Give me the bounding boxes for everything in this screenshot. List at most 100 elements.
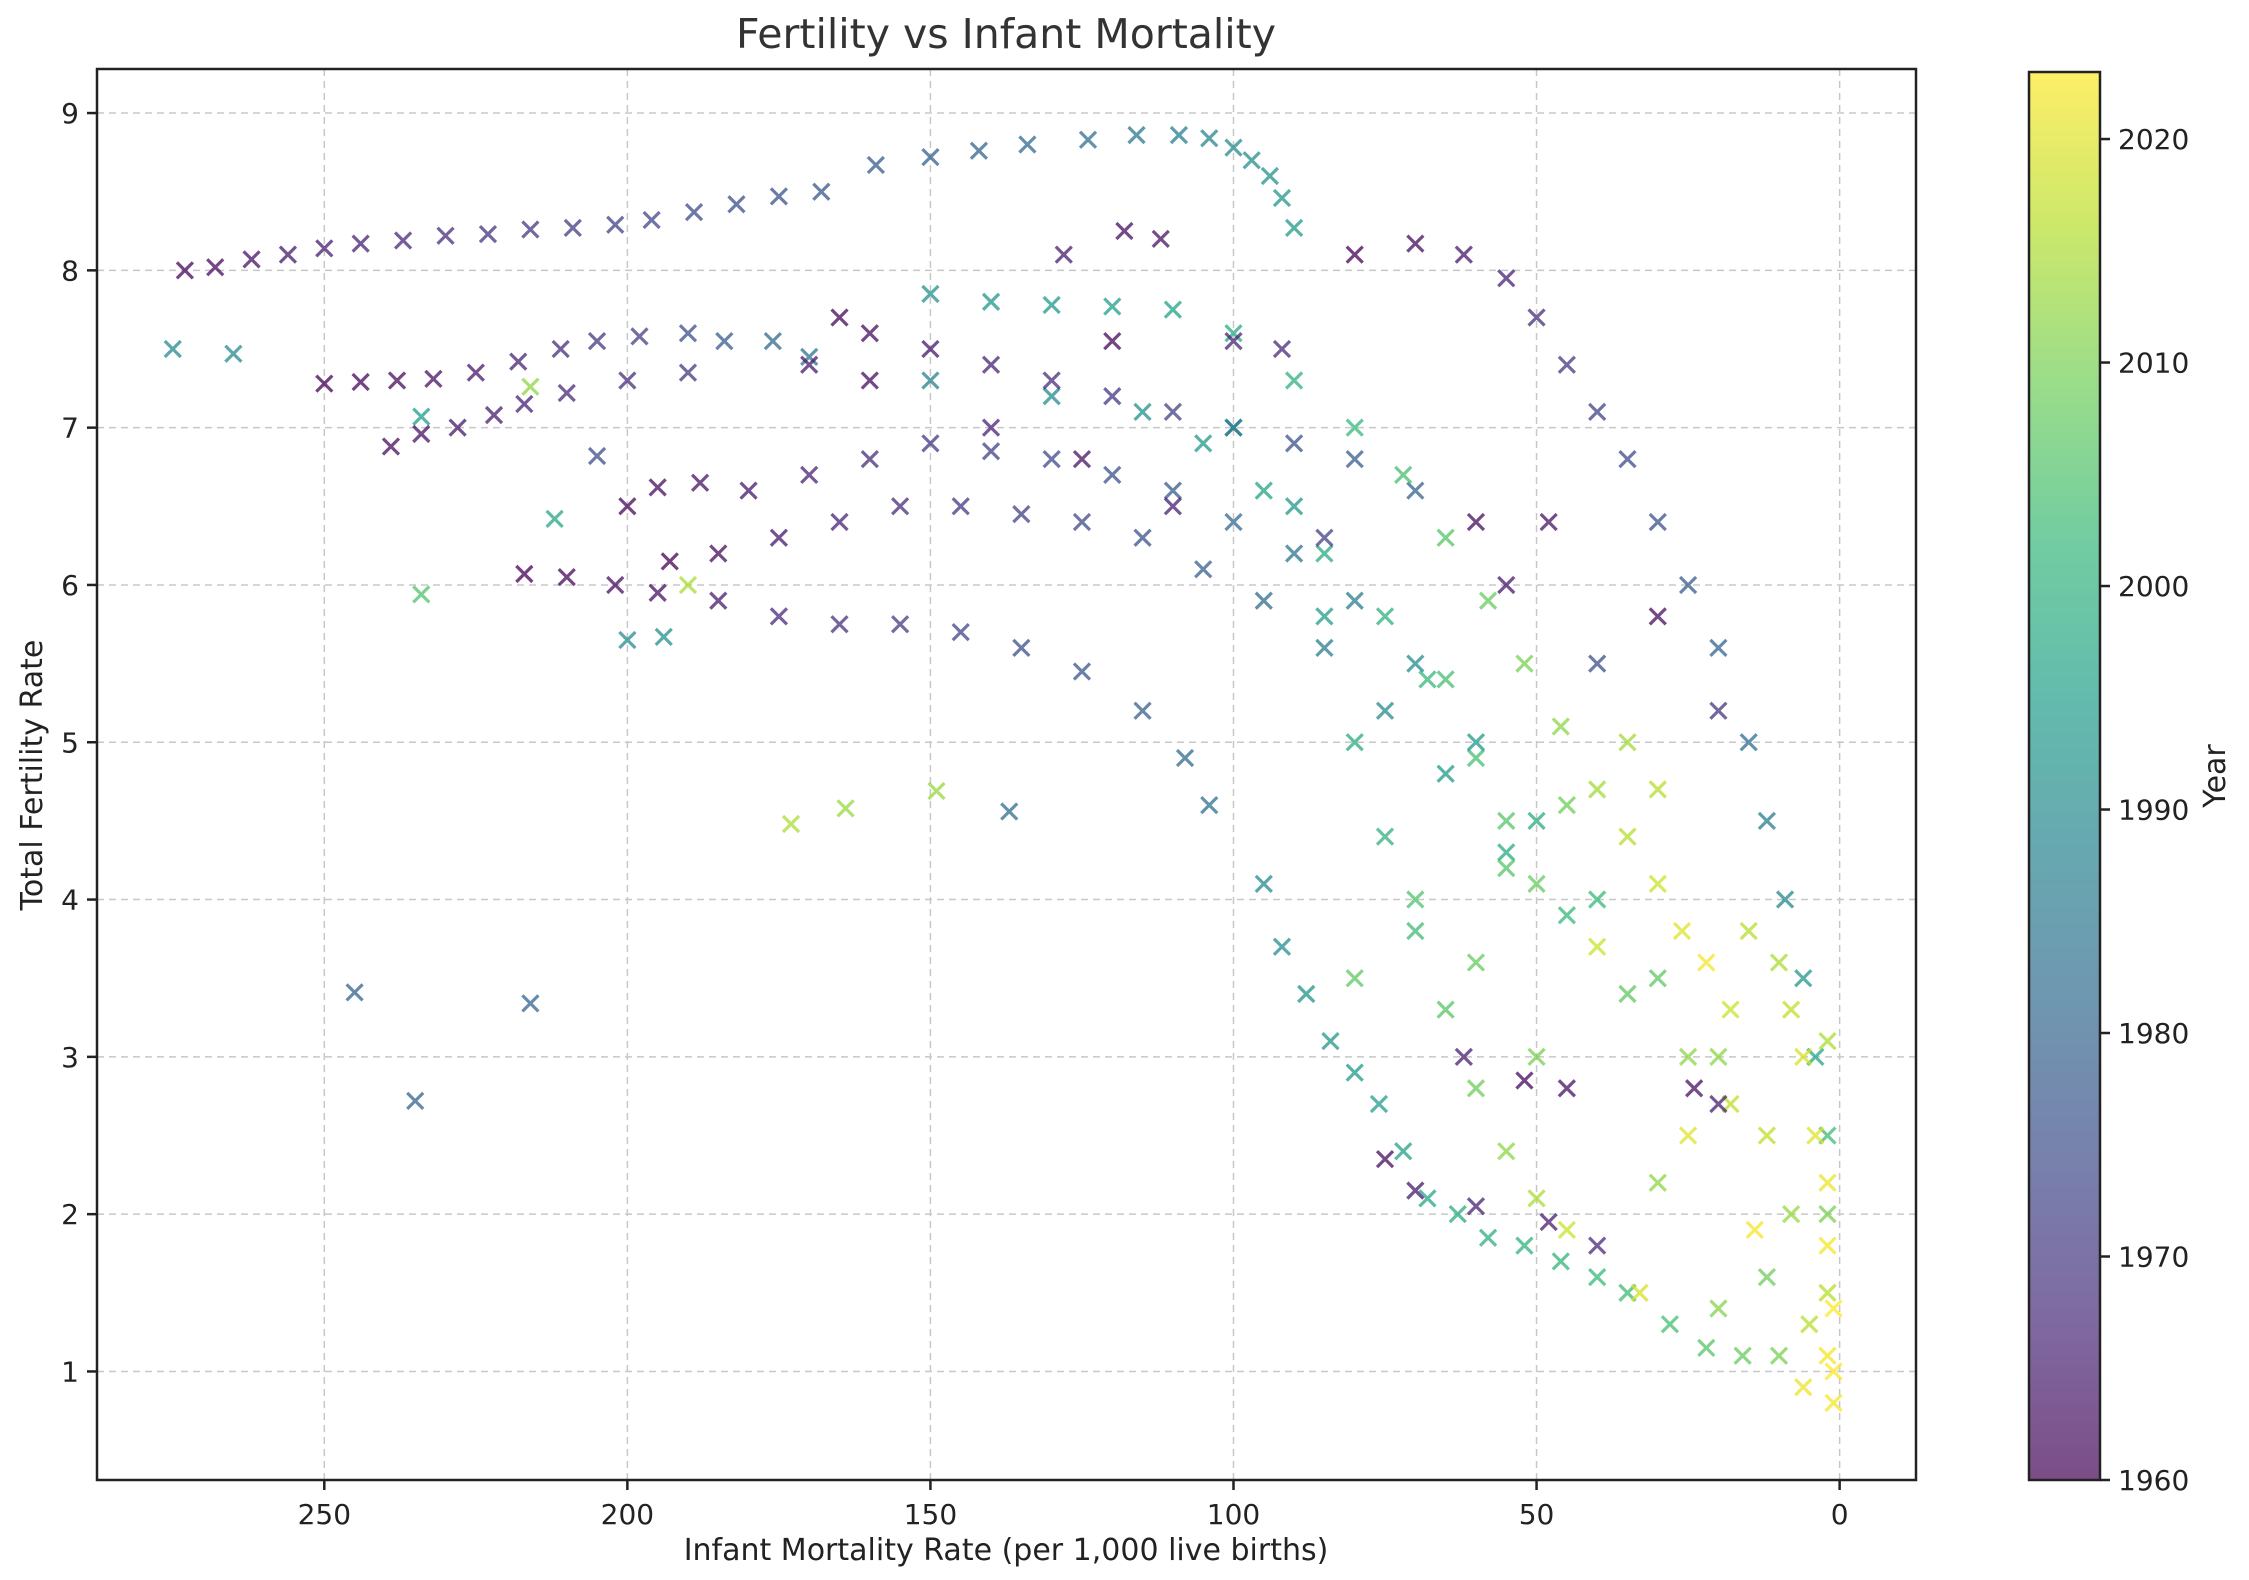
data-point: [1497, 843, 1516, 862]
data-point: [1678, 1126, 1698, 1145]
data-point: [1103, 297, 1122, 316]
data-point: [1466, 512, 1486, 532]
data-point: [969, 141, 989, 160]
data-point: [1345, 1063, 1364, 1082]
data-point: [509, 352, 528, 371]
data-point: [1709, 1047, 1728, 1066]
data-point: [660, 552, 679, 571]
data-point: [1678, 1047, 1698, 1066]
data-point: [1254, 481, 1273, 500]
data-point: [1242, 151, 1261, 170]
data-point: [860, 324, 879, 343]
data-point: [1284, 497, 1304, 516]
data-point: [1345, 969, 1364, 988]
data-point: [1497, 269, 1516, 288]
data-point: [242, 250, 261, 269]
data-point: [1200, 129, 1219, 148]
data-point: [545, 509, 564, 529]
data-point: [1782, 1205, 1801, 1224]
data-point: [921, 284, 940, 304]
data-point: [1818, 1031, 1837, 1051]
data-point: [1315, 638, 1334, 658]
data-point: [690, 473, 710, 492]
data-point: [890, 497, 910, 516]
data-point: [1800, 1315, 1819, 1334]
data-point: [1794, 1378, 1813, 1397]
data-point: [1454, 245, 1473, 264]
data-point: [1824, 1299, 1843, 1318]
data-point: [866, 155, 886, 175]
y-tick-label: 6: [61, 569, 79, 602]
data-point: [1648, 607, 1667, 626]
data-point: [557, 383, 576, 403]
data-point: [1375, 827, 1395, 846]
data-point: [1745, 1220, 1764, 1240]
data-point: [1272, 937, 1292, 956]
data-point: [951, 497, 970, 516]
data-point: [1557, 1079, 1577, 1098]
data-point: [781, 814, 801, 834]
data-point: [1497, 858, 1516, 878]
data-point: [921, 147, 940, 167]
x-tick-label: 0: [1831, 1498, 1849, 1531]
data-point: [830, 308, 849, 327]
y-axis-ticks: 1 2 3 4 5 6 7 8 9: [61, 97, 97, 1388]
data-point: [1527, 1047, 1546, 1066]
data-point: [163, 339, 182, 359]
y-tick-label: 4: [61, 884, 79, 917]
x-tick-label: 50: [1519, 1498, 1555, 1531]
data-point: [1775, 890, 1795, 909]
data-point: [1394, 1142, 1413, 1161]
data-point: [1588, 780, 1607, 799]
data-point: [800, 347, 819, 366]
data-point: [1018, 135, 1037, 154]
data-point: [648, 583, 667, 602]
data-point: [1697, 953, 1716, 972]
data-point: [1272, 339, 1292, 359]
data-point: [618, 497, 637, 516]
data-point: [709, 544, 728, 563]
data-point: [1515, 1071, 1534, 1090]
data-point: [890, 615, 910, 634]
data-point: [606, 215, 625, 234]
data-point: [521, 220, 540, 239]
data-point: [1588, 1267, 1607, 1287]
data-point: [1406, 234, 1425, 253]
data-point: [606, 575, 625, 595]
data-point: [1194, 434, 1213, 453]
data-point: [1794, 969, 1813, 988]
data-point: [1133, 528, 1152, 547]
data-point: [981, 355, 1001, 374]
data-point: [1551, 1252, 1570, 1271]
data-point: [412, 424, 431, 444]
y-axis-label: Total Fertility Rate: [15, 640, 50, 912]
data-point: [1697, 1338, 1716, 1358]
data-point: [1648, 512, 1667, 532]
data-point: [1163, 402, 1183, 422]
data-point: [927, 781, 946, 801]
data-point: [278, 245, 298, 264]
data-point: [1824, 1393, 1843, 1413]
data-point: [1478, 1228, 1498, 1247]
data-point: [521, 994, 540, 1013]
data-point: [1224, 418, 1243, 437]
data-point: [1000, 802, 1019, 821]
data-point: [1618, 733, 1637, 752]
data-point: [648, 478, 667, 497]
data-point: [618, 371, 637, 390]
data-point: [1515, 654, 1534, 673]
data-point: [1151, 229, 1170, 249]
data-point: [448, 418, 467, 437]
data-point: [830, 615, 849, 634]
data-point: [1042, 371, 1061, 390]
data-point: [1757, 1267, 1777, 1287]
data-point: [1194, 560, 1213, 579]
data-point: [1557, 355, 1577, 374]
x-tick-label: 250: [298, 1498, 351, 1531]
data-point: [921, 371, 940, 390]
data-point: [1054, 245, 1073, 264]
colorbar-tick-label: 1990: [2118, 794, 2189, 827]
data-point: [1818, 1173, 1837, 1192]
data-point: [563, 218, 582, 238]
